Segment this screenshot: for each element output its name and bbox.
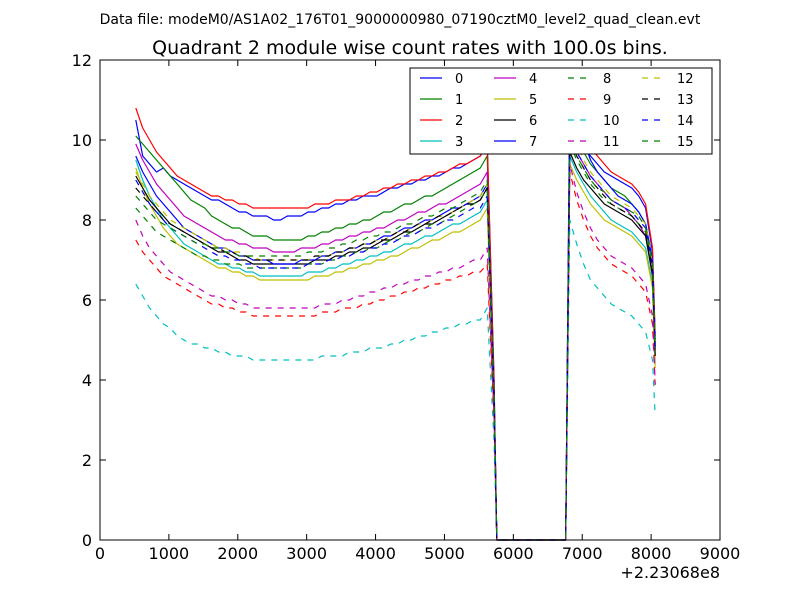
y-tick-label: 10 xyxy=(72,131,92,150)
series-line-15 xyxy=(135,139,656,541)
plot-area: 0 1000 2000 3000 4000 5000 6000 7000 8000 9000 0 2 4… xyxy=(72,51,741,563)
legend-label-11: 11 xyxy=(603,135,620,150)
series-line-8 xyxy=(135,143,656,541)
legend-label-14: 14 xyxy=(677,114,694,129)
legend-label-4: 4 xyxy=(529,72,537,87)
x-tick-label: 5000 xyxy=(424,544,465,563)
series-line-11 xyxy=(135,163,656,541)
legend-label-13: 13 xyxy=(677,93,694,108)
x-tick-label: 6000 xyxy=(493,544,534,563)
series-line-10 xyxy=(135,219,656,541)
legend-label-1: 1 xyxy=(455,93,463,108)
x-tick-label: 8000 xyxy=(631,544,672,563)
y-tick-label: 4 xyxy=(82,371,92,390)
legend-label-0: 0 xyxy=(455,72,463,87)
x-tick-label: 3000 xyxy=(286,544,327,563)
legend-label-5: 5 xyxy=(529,93,537,108)
legend-label-12: 12 xyxy=(677,72,694,87)
x-tick-label: 4000 xyxy=(355,544,396,563)
legend-label-7: 7 xyxy=(529,135,537,150)
tick-layer: 0 1000 2000 3000 4000 5000 6000 7000 8000 9000 0 2 4… xyxy=(72,51,741,563)
legend-label-6: 6 xyxy=(529,114,537,129)
legend-label-3: 3 xyxy=(455,135,463,150)
series-line-6 xyxy=(135,151,656,541)
series-line-9 xyxy=(135,171,656,541)
y-tick-label: 12 xyxy=(72,51,92,70)
series-line-12 xyxy=(135,127,656,541)
legend-label-9: 9 xyxy=(603,93,611,108)
x-tick-label: 0 xyxy=(95,544,105,563)
chart-title: Quadrant 2 module wise count rates with … xyxy=(152,37,668,59)
series-line-14 xyxy=(135,135,656,541)
legend-box xyxy=(409,67,713,155)
x-tick-label: 2000 xyxy=(217,544,258,563)
x-offset-label: +2.23068e8 xyxy=(620,563,720,582)
y-tick-label: 0 xyxy=(82,531,92,550)
y-tick-label: 8 xyxy=(82,211,92,230)
legend-label-2: 2 xyxy=(455,114,463,129)
series-line-3 xyxy=(135,155,656,541)
x-tick-label: 7000 xyxy=(562,544,603,563)
x-tick-label: 1000 xyxy=(149,544,190,563)
legend-label-8: 8 xyxy=(603,72,611,87)
x-tick-label: 9000 xyxy=(700,544,741,563)
series-line-5 xyxy=(135,163,656,541)
y-tick-label: 6 xyxy=(82,291,92,310)
legend-label-10: 10 xyxy=(603,114,620,129)
legend-label-15: 15 xyxy=(677,135,694,150)
y-tick-label: 2 xyxy=(82,451,92,470)
figure-suptitle: Data file: modeM0/AS1A02_176T01_90000009… xyxy=(100,12,701,28)
